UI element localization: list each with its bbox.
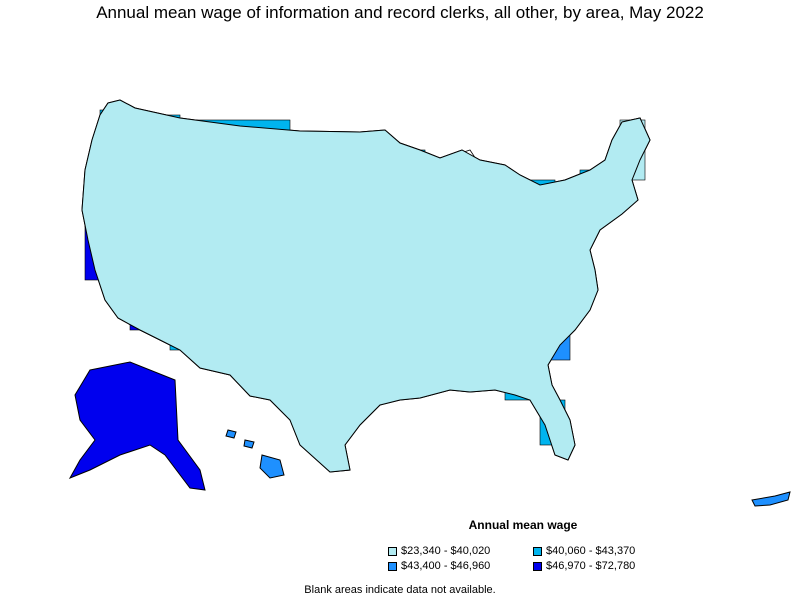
legend-swatch-2 bbox=[533, 546, 542, 556]
legend-label-3: $43,400 - $46,960 bbox=[401, 560, 491, 572]
legend-swatch-1 bbox=[388, 546, 397, 556]
legend-item-2: $40,060 - $43,370 bbox=[533, 545, 635, 557]
legend-label-1: $23,340 - $40,020 bbox=[401, 545, 491, 557]
hawaii bbox=[225, 429, 285, 479]
alaska bbox=[68, 361, 206, 491]
legend-label-2: $40,060 - $43,370 bbox=[546, 545, 636, 557]
puerto-rico bbox=[751, 491, 791, 507]
legend-swatch-3 bbox=[388, 561, 397, 571]
map-title: Annual mean wage of information and reco… bbox=[96, 3, 704, 22]
legend-title: Annual mean wage bbox=[468, 518, 578, 532]
legend-swatch-4 bbox=[533, 561, 542, 571]
legend-item-1: $23,340 - $40,020 bbox=[388, 545, 490, 557]
blank-areas-note: Blank areas indicate data not available. bbox=[304, 584, 496, 596]
legend-item-3: $43,400 - $46,960 bbox=[388, 560, 490, 572]
legend-label-4: $46,970 - $72,780 bbox=[546, 560, 636, 572]
legend-item-4: $46,970 - $72,780 bbox=[533, 560, 635, 572]
